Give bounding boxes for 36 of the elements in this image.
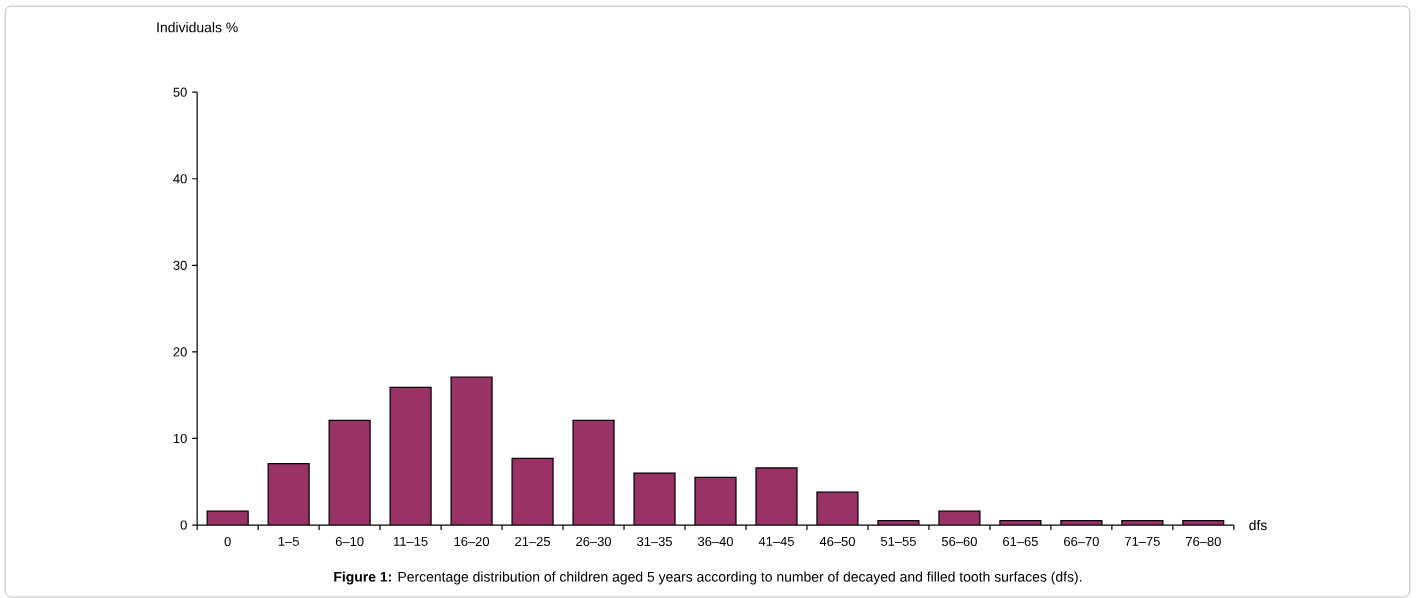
x-axis-title: dfs: [1249, 519, 1267, 531]
x-tick-label: 51–55: [880, 536, 916, 546]
x-tick-label: 16–20: [454, 536, 490, 546]
y-tick-label: 0: [180, 520, 187, 530]
x-tick-label: 1–5: [278, 536, 299, 546]
bar: [573, 420, 615, 525]
text: Figure 1: Percentage distribution of children aged 5 years according to number of decayed and filled tooth surfaces (dfs).: [334, 571, 1082, 585]
y-axis-title: Individuals %: [157, 21, 238, 33]
x-tick-label: 11–15: [394, 536, 428, 546]
y-tick-label: 40: [173, 174, 187, 184]
bar: [816, 492, 858, 525]
x-tick-label: 56–60: [941, 536, 977, 546]
y-tick-label: 10: [173, 433, 187, 443]
x-tick-label: 76–80: [1186, 536, 1221, 546]
y-tick-label: 50: [173, 87, 187, 97]
bar: [329, 420, 371, 525]
bar: [695, 477, 736, 525]
x-tick-label: 0: [224, 536, 231, 546]
x-tick-label: 66–70: [1064, 536, 1099, 546]
x-tick-label: 61–65: [1003, 536, 1038, 546]
x-tick-label: 26–30: [576, 536, 612, 546]
bar: [451, 376, 493, 525]
x-tick-label: 6–10: [335, 536, 364, 546]
x-tick-label: 21–25: [515, 536, 551, 546]
bar: [755, 467, 797, 525]
bar: [390, 387, 432, 525]
bar: [512, 458, 554, 525]
y-tick-label: 30: [173, 260, 187, 270]
x-tick-label: 71–75: [1125, 536, 1160, 546]
y-tick-label: 20: [173, 347, 187, 357]
x-tick-label: 46–50: [819, 536, 855, 546]
x-tick-label: 41–45: [758, 536, 794, 546]
x-tick-label: 36–40: [698, 536, 733, 546]
bar: [634, 472, 676, 525]
bar: [268, 463, 310, 525]
x-tick-label: 31–35: [637, 536, 672, 546]
